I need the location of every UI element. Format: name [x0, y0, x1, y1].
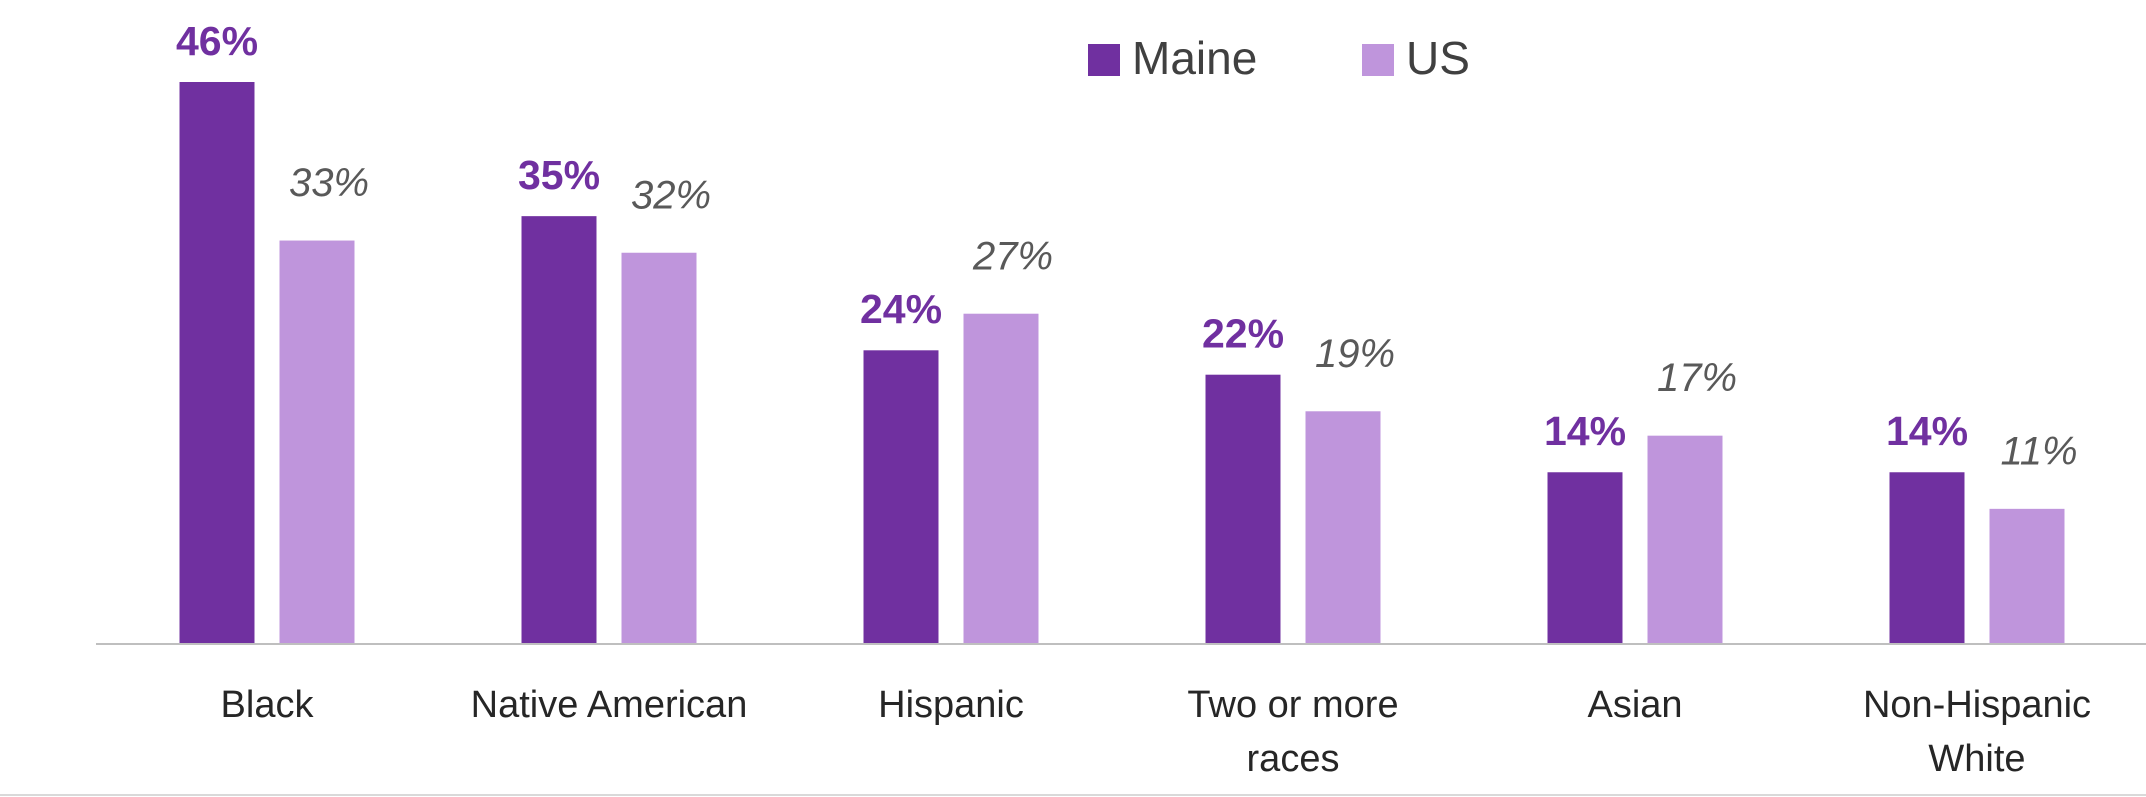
bar: [279, 240, 355, 644]
data-label: 14%: [1886, 408, 1968, 454]
x-tick-label: Hispanic: [878, 684, 1024, 726]
bar: [1647, 435, 1723, 643]
data-label: 22%: [1202, 311, 1284, 357]
bar: [1305, 411, 1381, 643]
legend-swatch: [1088, 44, 1120, 76]
data-label: 17%: [1657, 356, 1737, 400]
bar: [1205, 374, 1281, 643]
x-tick-label: Two or more races: [1187, 684, 1399, 780]
bar: [1989, 508, 2065, 643]
x-tick-label: Native American: [470, 684, 748, 726]
data-label: 27%: [972, 234, 1053, 278]
legend-label: Maine: [1132, 32, 1257, 84]
data-label: 19%: [1315, 332, 1395, 376]
data-label: 35%: [518, 152, 600, 198]
data-label: 33%: [289, 161, 369, 205]
x-tick-label: Asian: [1587, 684, 1683, 726]
bar: [1547, 472, 1623, 643]
bar: [963, 313, 1039, 643]
x-tick-label: Black: [220, 684, 314, 726]
data-label: 14%: [1544, 408, 1626, 454]
bar: [179, 82, 255, 643]
bar: [521, 216, 597, 644]
data-label: 11%: [2000, 429, 2077, 473]
data-label: 32%: [631, 173, 711, 217]
data-label: 24%: [860, 286, 942, 332]
bar: [863, 350, 939, 643]
bar: [621, 252, 697, 643]
legend-swatch: [1362, 44, 1394, 76]
bar: [1889, 472, 1965, 643]
data-label: 46%: [176, 18, 258, 64]
legend-label: US: [1406, 32, 1470, 84]
x-tick-label: Non-Hispanic White: [1862, 684, 2092, 780]
